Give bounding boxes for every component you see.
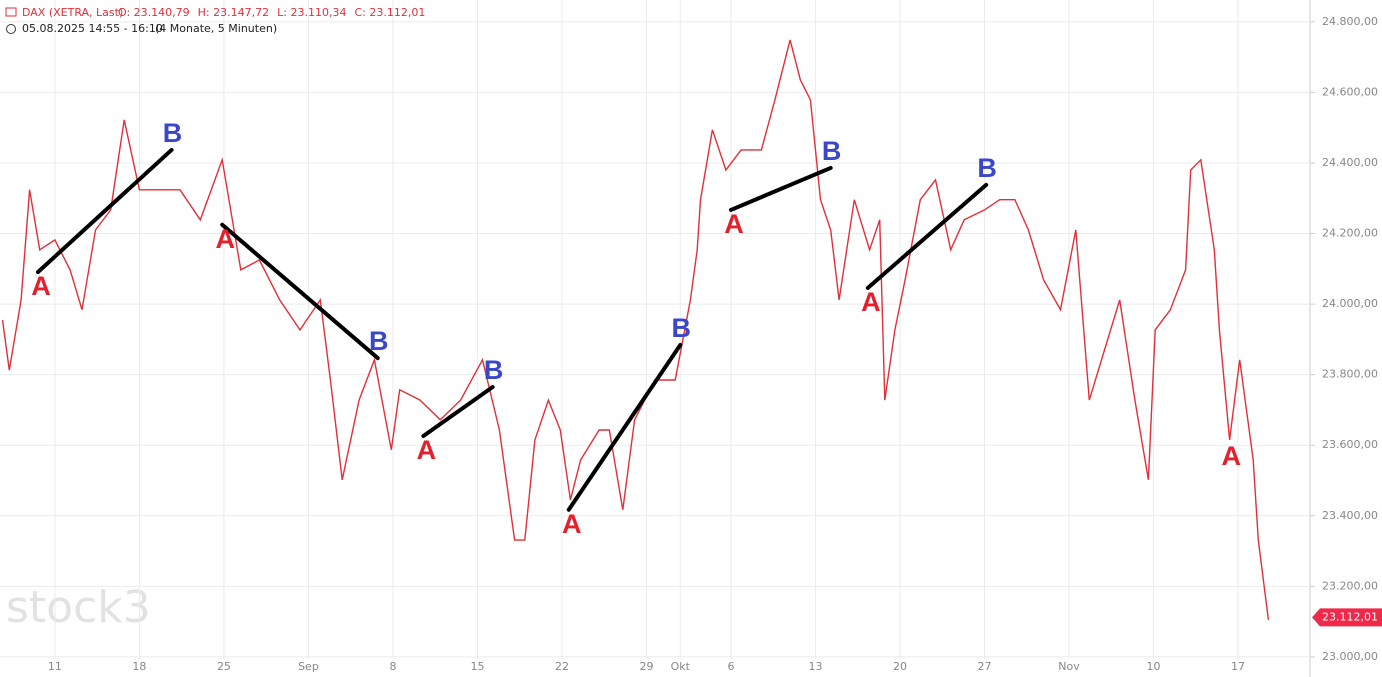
- x-tick-label: 17: [1231, 660, 1245, 673]
- wave-label: B: [672, 313, 692, 343]
- icon: [5, 7, 17, 17]
- ohlc-value: L: 23.110,34: [277, 6, 346, 19]
- plot: [0, 0, 1310, 659]
- wave-label: B: [977, 153, 997, 183]
- wave-label: A: [724, 209, 744, 239]
- y-tick-label: 24.800,00: [1322, 15, 1378, 28]
- wave-label: B: [163, 118, 183, 148]
- subtitle: 05.08.2025 14:55 - 16:10: [22, 22, 163, 35]
- trend-segment: [36, 147, 174, 274]
- trend-segment: [865, 182, 989, 290]
- price-line: [1, 39, 1270, 620]
- ohlc-value: H: 23.147,72: [198, 6, 269, 19]
- x-tick-label: Sep: [298, 660, 319, 673]
- wave-label: A: [31, 271, 51, 301]
- x-tick-label: 8: [389, 660, 396, 673]
- ohlc-value: C: 23.112,01: [354, 6, 425, 19]
- clock-icon: [6, 24, 16, 34]
- trend-segment: [728, 165, 833, 212]
- wave-label: B: [484, 355, 504, 385]
- x-tick-label: 25: [217, 660, 231, 673]
- trend-segment: [421, 385, 495, 439]
- x-tick-label: 11: [48, 660, 62, 673]
- wave-label: A: [562, 509, 582, 539]
- trend-segment: [220, 222, 380, 361]
- x-tick-label: 27: [977, 660, 991, 673]
- wave-label: A: [861, 287, 881, 317]
- wave-label: B: [369, 326, 389, 356]
- period: (4 Monate, 5 Minuten): [155, 22, 277, 35]
- watermark: stock3: [6, 582, 151, 633]
- wave-label: A: [215, 224, 235, 254]
- x-tick-label: 22: [555, 660, 569, 673]
- x-tick-label: Nov: [1058, 660, 1080, 673]
- y-tick-label: 24.000,00: [1322, 297, 1378, 310]
- x-tick-label: 13: [808, 660, 822, 673]
- x-tick-label: 6: [727, 660, 734, 673]
- wave-label: A: [417, 435, 437, 465]
- last-price-label: 23.112,01: [1322, 610, 1378, 623]
- x-tick-label: Okt: [671, 660, 691, 673]
- x-tick-label: 15: [470, 660, 484, 673]
- ohlc-value: O: 23.140,79: [118, 6, 190, 19]
- y-tick-label: 23.400,00: [1322, 509, 1378, 522]
- last-price-tag: [1312, 608, 1382, 627]
- wave-label: B: [822, 136, 842, 166]
- y-tick-label: 23.600,00: [1322, 438, 1378, 451]
- x-tick-label: 18: [132, 660, 146, 673]
- chart-title: DAX (XETRA, Last): [22, 6, 123, 19]
- y-tick-label: 23.800,00: [1322, 368, 1378, 381]
- y-tick-label: 23.200,00: [1322, 579, 1378, 592]
- wave-label: A: [1221, 441, 1241, 471]
- x-tick-label: 10: [1146, 660, 1160, 673]
- trend-segment: [566, 343, 683, 512]
- x-tick-label: 29: [639, 660, 653, 673]
- y-tick-label: 24.400,00: [1322, 156, 1378, 169]
- x-tick-label: 20: [893, 660, 907, 673]
- y-tick-label: 24.200,00: [1322, 227, 1378, 240]
- y-tick-label: 24.600,00: [1322, 85, 1378, 98]
- y-tick-label: 23.000,00: [1322, 650, 1378, 663]
